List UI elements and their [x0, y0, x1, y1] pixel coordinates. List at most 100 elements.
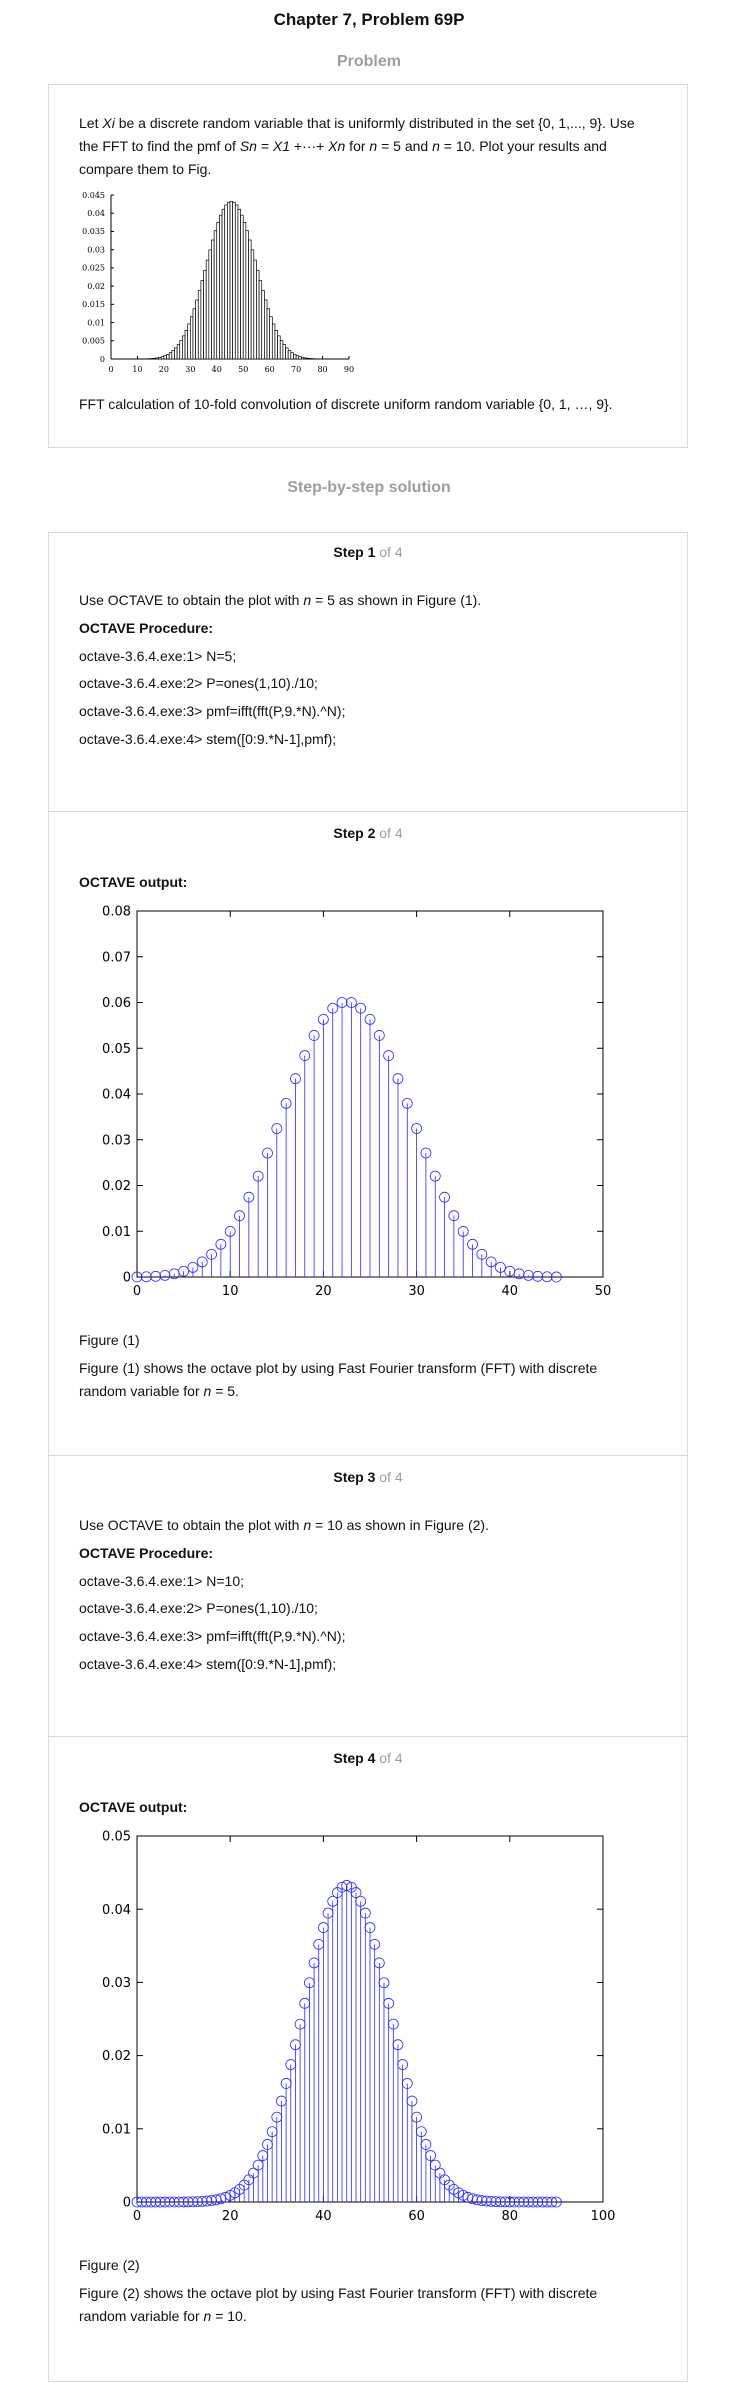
stem-marker	[476, 1248, 488, 1260]
histogram-bar	[287, 350, 292, 360]
step-1-intro: Use OCTAVE to obtain the plot with n = 5…	[79, 592, 482, 608]
stem-marker	[523, 2196, 534, 2208]
step-4-desc-line-2: random variable for n = 10.	[79, 2308, 247, 2324]
x-tick-label: 70	[291, 365, 301, 374]
step-3-code-line-4: octave-3.6.4.exe:4> stem([0:9.*N-1],pmf)…	[79, 1656, 337, 1672]
stem-marker	[290, 1073, 301, 1085]
histogram-bar	[285, 347, 289, 360]
stem-marker	[495, 2196, 506, 2208]
histogram-bar	[266, 308, 271, 360]
histogram-bar	[242, 222, 247, 360]
y-tick-label: 0.01	[87, 318, 105, 327]
stem-marker	[140, 1271, 152, 1283]
stem-marker	[513, 2196, 525, 2208]
x-tick-label: 10	[222, 1284, 239, 1299]
y-tick-label: 0	[123, 2196, 131, 2211]
histogram-bar	[290, 352, 294, 360]
histogram-bar	[301, 357, 305, 360]
step-1-procedure-label: OCTAVE Procedure:	[79, 620, 214, 636]
stem-marker	[369, 1938, 381, 1950]
stem-marker	[308, 1030, 320, 1041]
stem-marker	[373, 1030, 385, 1041]
stem-marker	[252, 1170, 264, 1182]
stem-marker	[397, 2059, 409, 2070]
stem-marker	[350, 1887, 362, 1898]
y-tick-label: 0.01	[102, 1225, 131, 1240]
step-3-code-line-1: octave-3.6.4.exe:1> N=10;	[79, 1573, 244, 1589]
histogram-bar	[232, 201, 236, 360]
stem-marker	[355, 1895, 367, 1907]
histogram-bar	[258, 280, 263, 360]
stem-marker	[336, 997, 348, 1008]
y-tick-label: 0.015	[82, 300, 105, 309]
stem-marker	[406, 2095, 418, 2107]
stem-marker	[513, 1268, 525, 1280]
histogram-bar	[187, 323, 191, 360]
stem-marker	[457, 2189, 469, 2201]
histogram-bar	[219, 214, 223, 360]
histogram-bar	[221, 208, 226, 360]
stem-marker	[411, 2111, 423, 2123]
x-tick-label: 50	[238, 365, 248, 374]
histogram-bar	[274, 329, 278, 360]
histogram-bar	[245, 230, 249, 360]
histogram-bar	[163, 355, 167, 360]
histogram-bar	[256, 270, 260, 360]
problem-line-3: compare them to Fig.	[79, 161, 212, 177]
step-1-code-line-3: octave-3.6.4.exe:3> pmf=ifft(fft(P,9.*N)…	[79, 703, 346, 719]
y-tick-label: 0.02	[87, 282, 105, 291]
histogram-bar	[197, 290, 202, 360]
problem-histogram-chart: 0 10 20 30 40 50 60 70 80 90 0 0.005 0.01 0.015 0.02 0.…	[82, 191, 354, 374]
y-tick-label: 0.035	[82, 227, 105, 236]
stem-marker	[541, 2196, 553, 2208]
histogram-bar	[298, 356, 302, 360]
y-tick-label: 0.02	[102, 2049, 131, 2064]
histogram-bar	[208, 249, 212, 360]
stem-marker	[392, 2039, 404, 2051]
stem-marker	[499, 2196, 511, 2208]
x-tick-label: 90	[344, 365, 354, 374]
stem-marker	[359, 1907, 371, 1919]
stem-marker	[136, 2196, 148, 2208]
histogram-bar	[293, 354, 297, 360]
x-tick-label: 40	[315, 2209, 332, 2224]
x-tick-label: 10	[132, 365, 142, 374]
step-4-desc-line-1: Figure (2) shows the octave plot by usin…	[79, 2285, 598, 2301]
stem-marker	[481, 2195, 492, 2207]
stem-marker	[495, 1261, 506, 1273]
step-1-code-line-4: octave-3.6.4.exe:4> stem([0:9.*N-1],pmf)…	[79, 731, 337, 747]
x-tick-label: 100	[591, 2209, 616, 2224]
y-tick-label: 0.045	[82, 191, 105, 200]
problem-line-1: Let Xi be a discrete random variable tha…	[79, 115, 635, 131]
step-3-code-line-3: octave-3.6.4.exe:3> pmf=ifft(fft(P,9.*N)…	[79, 1628, 346, 1644]
histogram-bar	[248, 239, 252, 360]
problem-card: Let Xi be a discrete random variable tha…	[48, 84, 688, 448]
y-tick-label: 0.03	[102, 1976, 131, 1991]
histogram-bar	[174, 347, 178, 360]
stem-marker	[448, 1210, 460, 1222]
step-3-intro: Use OCTAVE to obtain the plot with n = 1…	[79, 1517, 489, 1533]
stem-marker	[355, 1002, 367, 1014]
page-title: Chapter 7, Problem 69P	[273, 10, 465, 29]
histogram-bar	[237, 208, 241, 360]
stem-marker	[364, 1013, 376, 1025]
y-tick-label: 0.08	[102, 905, 131, 920]
histogram-bar	[152, 357, 157, 360]
step-divider	[49, 1736, 687, 1737]
stem-marker	[415, 2126, 427, 2138]
stem-marker	[420, 2139, 432, 2150]
stem-marker	[439, 1191, 450, 1203]
y-tick-label: 0.025	[82, 264, 105, 273]
stem-marker	[541, 1271, 553, 1283]
histogram-bar	[269, 316, 273, 360]
histogram-bar	[282, 344, 286, 360]
stem-marker	[392, 1073, 404, 1085]
stem-marker	[341, 1880, 353, 1891]
stem-marker	[532, 2196, 544, 2208]
stem-marker	[150, 1270, 162, 1282]
x-tick-label: 30	[408, 1284, 425, 1299]
stem-marker	[234, 1210, 245, 1222]
stem-marker	[262, 1147, 273, 1159]
y-tick-label: 0.04	[102, 1903, 131, 1918]
histogram-bar	[211, 239, 215, 360]
